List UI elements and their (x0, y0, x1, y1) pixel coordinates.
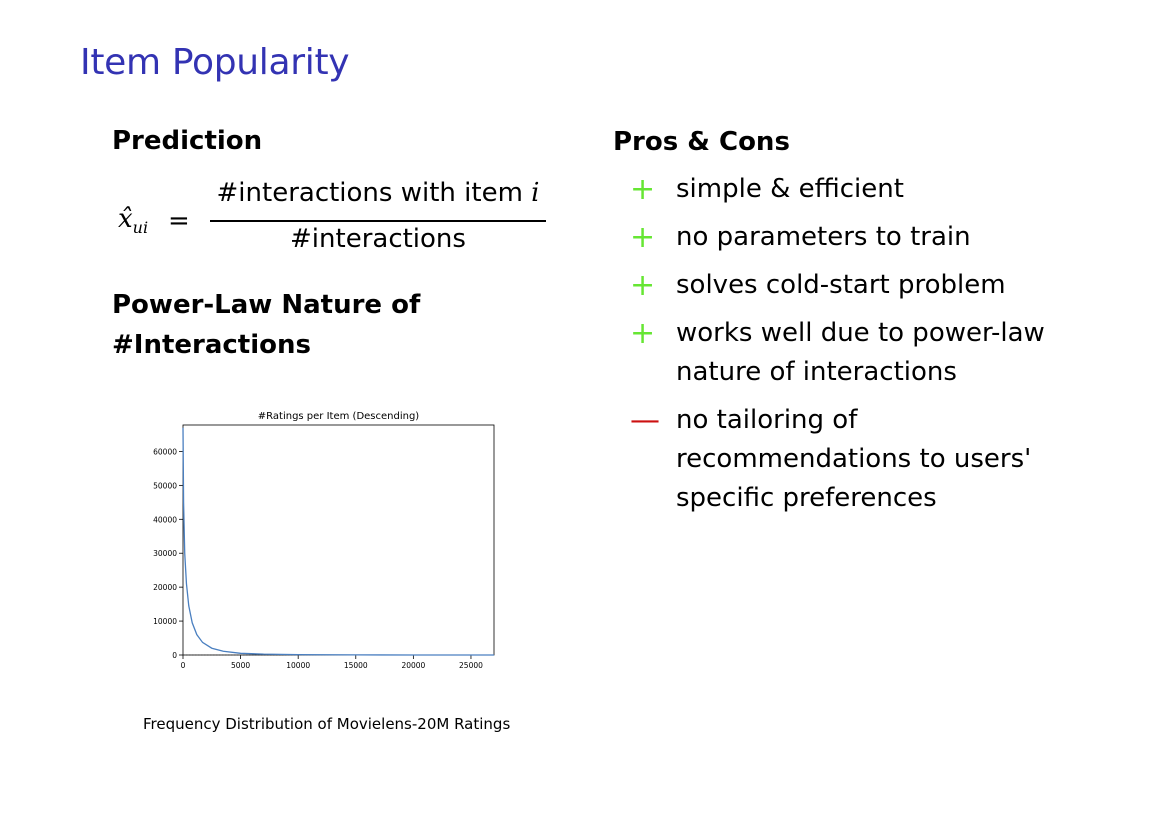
formula-lhs: x̂ui (118, 204, 148, 237)
y-tick-label: 60000 (153, 447, 177, 456)
x-tick-label: 10000 (286, 661, 310, 670)
y-tick-label: 30000 (153, 549, 177, 558)
x-tick-label: 0 (181, 661, 186, 670)
formula-numerator: #interactions with item i (210, 178, 546, 208)
list-item: + works well due to power-law nature of i… (630, 314, 1080, 392)
formula-equals: = (168, 206, 190, 236)
list-item-text: solves cold-start problem (676, 270, 1006, 300)
formula-numerator-var: i (531, 178, 540, 208)
ratings-chart: #Ratings per Item (Descending) 0 10000 2000… (140, 405, 510, 675)
pros-cons-list: + simple & efficient + no parameters to tr… (630, 170, 1080, 527)
slide-title: Item Popularity (80, 42, 350, 83)
list-item-text: works well due to power-law nature of in… (676, 318, 1045, 387)
y-tick-label: 10000 (153, 617, 177, 626)
fraction-bar (210, 220, 546, 222)
chart-title: #Ratings per Item (Descending) (258, 411, 420, 422)
y-tick-label: 50000 (153, 481, 177, 490)
formula-denominator: #interactions (290, 224, 466, 254)
powerlaw-heading: Power-Law Nature of #Interactions (112, 290, 421, 360)
prediction-formula: x̂ui = #interactions with item i #intera… (118, 176, 558, 266)
formula-lhs-symbol: x̂ (118, 204, 133, 234)
ratings-chart-svg: #Ratings per Item (Descending) 0 10000 2000… (153, 411, 495, 670)
list-item: + simple & efficient (630, 170, 1080, 209)
x-tick-label: 5000 (231, 661, 250, 670)
list-item-text: no parameters to train (676, 222, 971, 252)
x-tick-label: 15000 (344, 661, 368, 670)
list-item: + solves cold-start problem (630, 266, 1080, 305)
x-tick-label: 20000 (401, 661, 425, 670)
y-tick-label: 0 (172, 651, 177, 660)
formula-lhs-subscript: ui (132, 218, 149, 238)
x-tick-label: 25000 (459, 661, 483, 670)
plot-frame (182, 424, 495, 656)
plus-icon: + (630, 220, 656, 255)
plus-icon: + (630, 268, 656, 303)
series-line (182, 427, 495, 656)
prediction-heading: Prediction (112, 126, 263, 156)
plus-icon: + (630, 172, 656, 207)
list-item-text: simple & efficient (676, 174, 904, 204)
plus-icon: + (630, 316, 656, 351)
list-item: — no tailoring of recommendations to user… (630, 401, 1080, 518)
minus-icon: — (630, 403, 660, 438)
formula-numerator-text: #interactions with item (216, 178, 532, 208)
figure-caption: Frequency Distribution of Movielens-20M … (143, 715, 511, 733)
list-item-text: no tailoring of recommendations to users… (676, 405, 1032, 513)
list-item: + no parameters to train (630, 218, 1080, 257)
pros-cons-heading: Pros & Cons (613, 127, 790, 157)
y-tick-label: 20000 (153, 583, 177, 592)
y-tick-label: 40000 (153, 515, 177, 524)
